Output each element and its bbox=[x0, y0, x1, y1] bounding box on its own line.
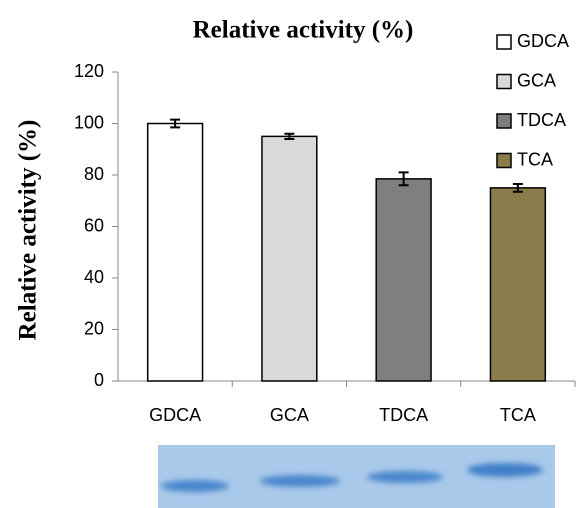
gel-band bbox=[467, 463, 543, 477]
legend-swatch bbox=[497, 114, 511, 128]
legend-swatch bbox=[497, 75, 511, 89]
x-tick-label: GCA bbox=[270, 405, 309, 425]
y-tick-label: 60 bbox=[84, 215, 104, 235]
x-tick-label: GDCA bbox=[149, 405, 201, 425]
gel-band bbox=[367, 471, 443, 483]
y-axis-label: Relative activity (%) bbox=[15, 120, 42, 341]
legend-label: TDCA bbox=[517, 110, 566, 130]
bar bbox=[376, 179, 431, 381]
gel-band bbox=[260, 475, 340, 487]
gel-image bbox=[158, 445, 555, 508]
y-tick-label: 40 bbox=[84, 267, 104, 287]
legend-label: GCA bbox=[517, 70, 556, 90]
y-tick-label: 120 bbox=[74, 61, 104, 81]
page: Relative activity (%) Relative activity … bbox=[0, 0, 583, 508]
legend-label: GDCA bbox=[517, 31, 569, 51]
x-tick-label: TCA bbox=[500, 405, 536, 425]
legend-swatch bbox=[497, 35, 511, 49]
y-tick-label: 0 bbox=[94, 370, 104, 390]
y-tick-label: 100 bbox=[74, 112, 104, 132]
x-tick-label: TDCA bbox=[379, 405, 428, 425]
legend-swatch bbox=[497, 154, 511, 168]
bar bbox=[148, 124, 203, 382]
bar bbox=[262, 136, 317, 381]
gel-band bbox=[161, 480, 229, 492]
legend-label: TCA bbox=[517, 149, 553, 169]
y-tick-label: 20 bbox=[84, 318, 104, 338]
chart-title: Relative activity (%) bbox=[193, 17, 414, 44]
y-tick-label: 80 bbox=[84, 164, 104, 184]
chart: Relative activity (%) Relative activity … bbox=[0, 0, 583, 508]
bar bbox=[490, 188, 545, 381]
